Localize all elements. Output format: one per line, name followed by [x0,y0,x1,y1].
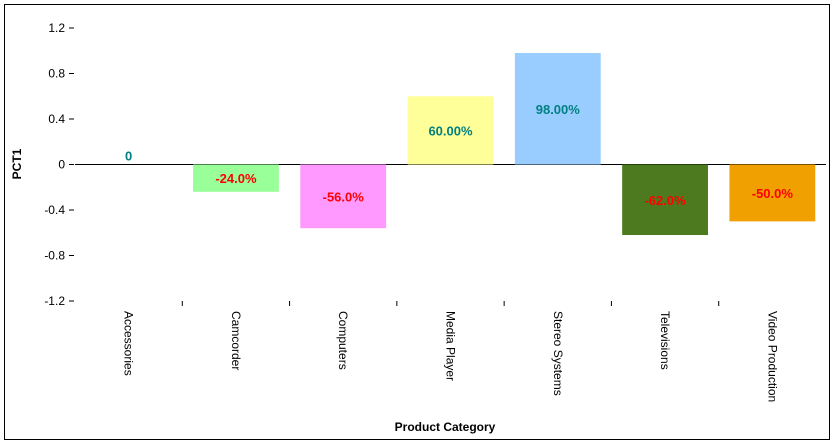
bar [300,164,387,229]
bar [622,164,708,236]
bar-value-label: 0 [125,149,132,164]
chart-bars [193,53,816,236]
x-category-label: Video Production [765,311,779,402]
bar-value-label: -50.0% [752,186,794,201]
y-tick-label: 0.4 [48,112,65,126]
chart-data-labels: 0 -24.0% -56.0% 60.00% 98.00% -62.0% -50.0% [125,102,793,208]
bar [514,53,601,165]
y-tick-label: 0 [58,158,65,172]
y-axis-title: PCT1 [10,148,24,179]
bar [193,164,279,192]
x-axis-title: Product Category [395,420,496,434]
bar-value-label: 98.00% [536,102,581,117]
x-category-label: Televisions [658,311,672,370]
bar-value-label: -62.0% [644,193,686,208]
x-category-label: Accessories [122,311,136,376]
bar-value-label: -56.0% [323,189,365,204]
y-tick-label: 0.8 [48,67,65,81]
chart-axes: -1.2 -0.8 -0.4 0 0.4 0.8 1.2 Accessories Camcord… [44,21,826,402]
y-tick-label: -0.4 [44,203,65,217]
bar [407,96,494,165]
y-tick-label: -0.8 [44,249,65,263]
bar [729,164,816,222]
bar-value-label: -24.0% [215,171,257,186]
y-tick-label: 1.2 [48,21,65,35]
bar-value-label: 60.00% [428,123,473,138]
x-category-label: Stereo Systems [551,311,565,396]
x-category-label: Computers [336,311,350,370]
x-category-label: Media Player [444,311,458,381]
y-tick-label: -1.2 [44,294,65,308]
x-category-label: Camcorder [229,311,243,370]
